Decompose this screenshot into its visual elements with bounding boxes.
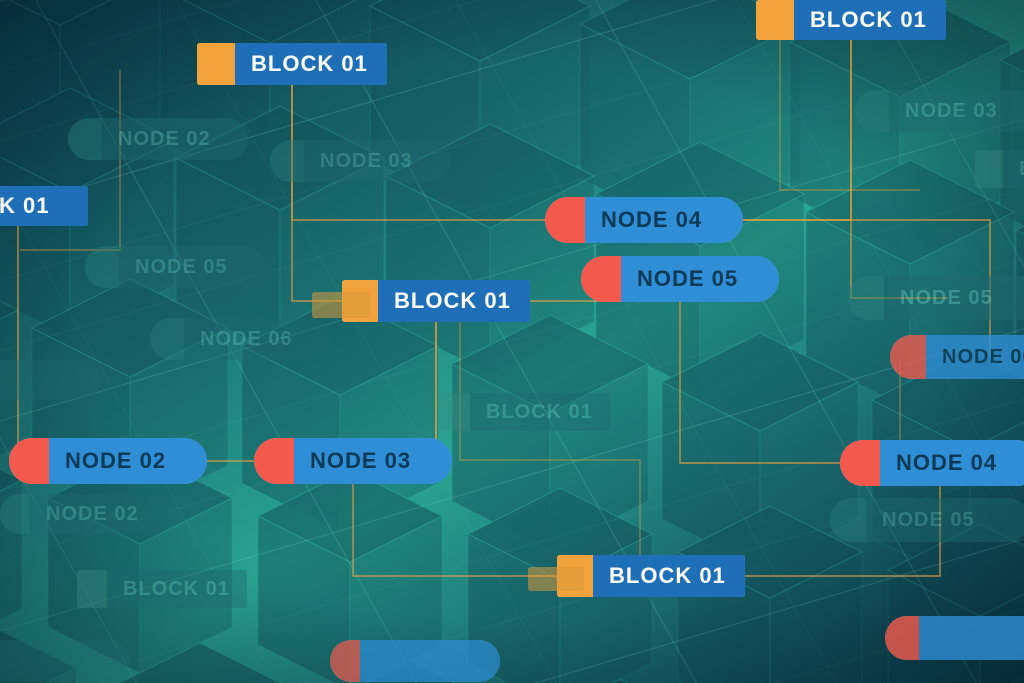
chip-accent bbox=[440, 393, 470, 431]
chip-label: BLOCK 01 bbox=[470, 393, 610, 431]
chip-node-04r: NODE 04 bbox=[840, 440, 1024, 486]
chip-node-05: NODE 05 bbox=[581, 256, 779, 302]
chip-accent bbox=[756, 0, 794, 40]
chip-g-pill-b1 bbox=[0, 640, 130, 682]
chip-label: BLOCK 01 bbox=[794, 0, 946, 40]
chip-g-blk01b: BLOCK 01 bbox=[440, 393, 610, 431]
chip-accent bbox=[581, 256, 621, 302]
chip-accent bbox=[68, 118, 102, 160]
chip-g-node06b: NODE 06 bbox=[890, 335, 1024, 379]
chip-label: OCK 01 bbox=[0, 186, 88, 226]
chip-node-02: NODE 02 bbox=[9, 438, 207, 484]
chip-label: NODE 05 bbox=[119, 246, 265, 288]
chip-accent bbox=[270, 140, 304, 182]
chip-label: BLOCK 01 bbox=[378, 280, 530, 322]
chip-label: NODE 06 bbox=[184, 318, 330, 360]
chip-g-pill-l1 bbox=[0, 360, 100, 400]
chip-accent bbox=[9, 438, 49, 484]
chip-label: BLOCK 01 bbox=[593, 555, 745, 597]
chip-blk-left-0: OCK 01 bbox=[0, 186, 88, 226]
chip-accent bbox=[830, 498, 866, 542]
chip-g-sq-bot bbox=[528, 567, 552, 591]
chip-label: NODE 05 bbox=[884, 276, 1024, 320]
chip-g-node03b: NODE 03 bbox=[855, 90, 1024, 132]
chip-node-03: NODE 03 bbox=[254, 438, 452, 484]
chip-label: NODE 05 bbox=[866, 498, 1024, 542]
chip-label bbox=[919, 616, 1024, 660]
chip-label: NODE 04 bbox=[880, 440, 1024, 486]
chip-label: NODE 02 bbox=[102, 118, 248, 160]
chip-g-node03a: NODE 03 bbox=[270, 140, 450, 182]
chip-label bbox=[360, 640, 500, 682]
chip-label: NODE 02 bbox=[49, 438, 207, 484]
chip-accent bbox=[312, 292, 338, 318]
chip-g-node06a: NODE 06 bbox=[150, 318, 330, 360]
chip-g-sq-mid bbox=[312, 292, 338, 318]
chip-label bbox=[338, 292, 370, 318]
chip-label bbox=[0, 360, 100, 400]
chip-accent bbox=[150, 318, 184, 360]
chip-blk-top-2: BLOCK 01 bbox=[756, 0, 946, 40]
chip-label: NODE 06 bbox=[926, 335, 1024, 379]
chip-accent bbox=[77, 570, 107, 608]
chip-label bbox=[0, 640, 130, 682]
chip-label: BLO bbox=[1003, 150, 1024, 188]
chip-label: NODE 03 bbox=[294, 438, 452, 484]
chip-g-blk06: BLO bbox=[975, 150, 1024, 188]
chip-g-node05b: NODE 05 bbox=[848, 276, 1024, 320]
chip-accent bbox=[254, 438, 294, 484]
chip-g-blk01a: BLOCK 01 bbox=[77, 570, 247, 608]
diagram-stage: BLOCK 01 BLOCK 01 BLOCK 01 BLOCK 01 OCK 01 NO… bbox=[0, 0, 1024, 683]
chip-node-04: NODE 04 bbox=[545, 197, 743, 243]
chip-g-node05a: NODE 05 bbox=[85, 246, 265, 288]
chip-accent bbox=[890, 335, 926, 379]
chip-blk-bot: BLOCK 01 bbox=[557, 555, 745, 597]
chip-g-pill-b2 bbox=[330, 640, 500, 682]
chip-label bbox=[552, 567, 584, 591]
chip-g-pill-b3 bbox=[885, 616, 1024, 660]
chip-blk-mid: BLOCK 01 bbox=[342, 280, 530, 322]
chip-accent bbox=[197, 43, 235, 85]
chip-label: BLOCK 01 bbox=[107, 570, 247, 608]
chip-g-node05c: NODE 05 bbox=[830, 498, 1024, 542]
chip-label: BLOCK 01 bbox=[235, 43, 387, 85]
chip-g-node02b: NODE 02 bbox=[0, 494, 170, 534]
chip-accent bbox=[85, 246, 119, 288]
chip-label: NODE 05 bbox=[621, 256, 779, 302]
chip-blk-top-1: BLOCK 01 bbox=[197, 43, 387, 85]
chip-accent bbox=[848, 276, 884, 320]
chip-accent bbox=[975, 150, 1003, 188]
chip-label: NODE 03 bbox=[304, 140, 450, 182]
chip-accent bbox=[528, 567, 552, 591]
chip-label: NODE 02 bbox=[30, 494, 170, 534]
chip-accent bbox=[855, 90, 889, 132]
chip-accent bbox=[545, 197, 585, 243]
chip-g-node02a: NODE 02 bbox=[68, 118, 248, 160]
chip-label: NODE 04 bbox=[585, 197, 743, 243]
chip-accent bbox=[840, 440, 880, 486]
chip-label: NODE 03 bbox=[889, 90, 1024, 132]
